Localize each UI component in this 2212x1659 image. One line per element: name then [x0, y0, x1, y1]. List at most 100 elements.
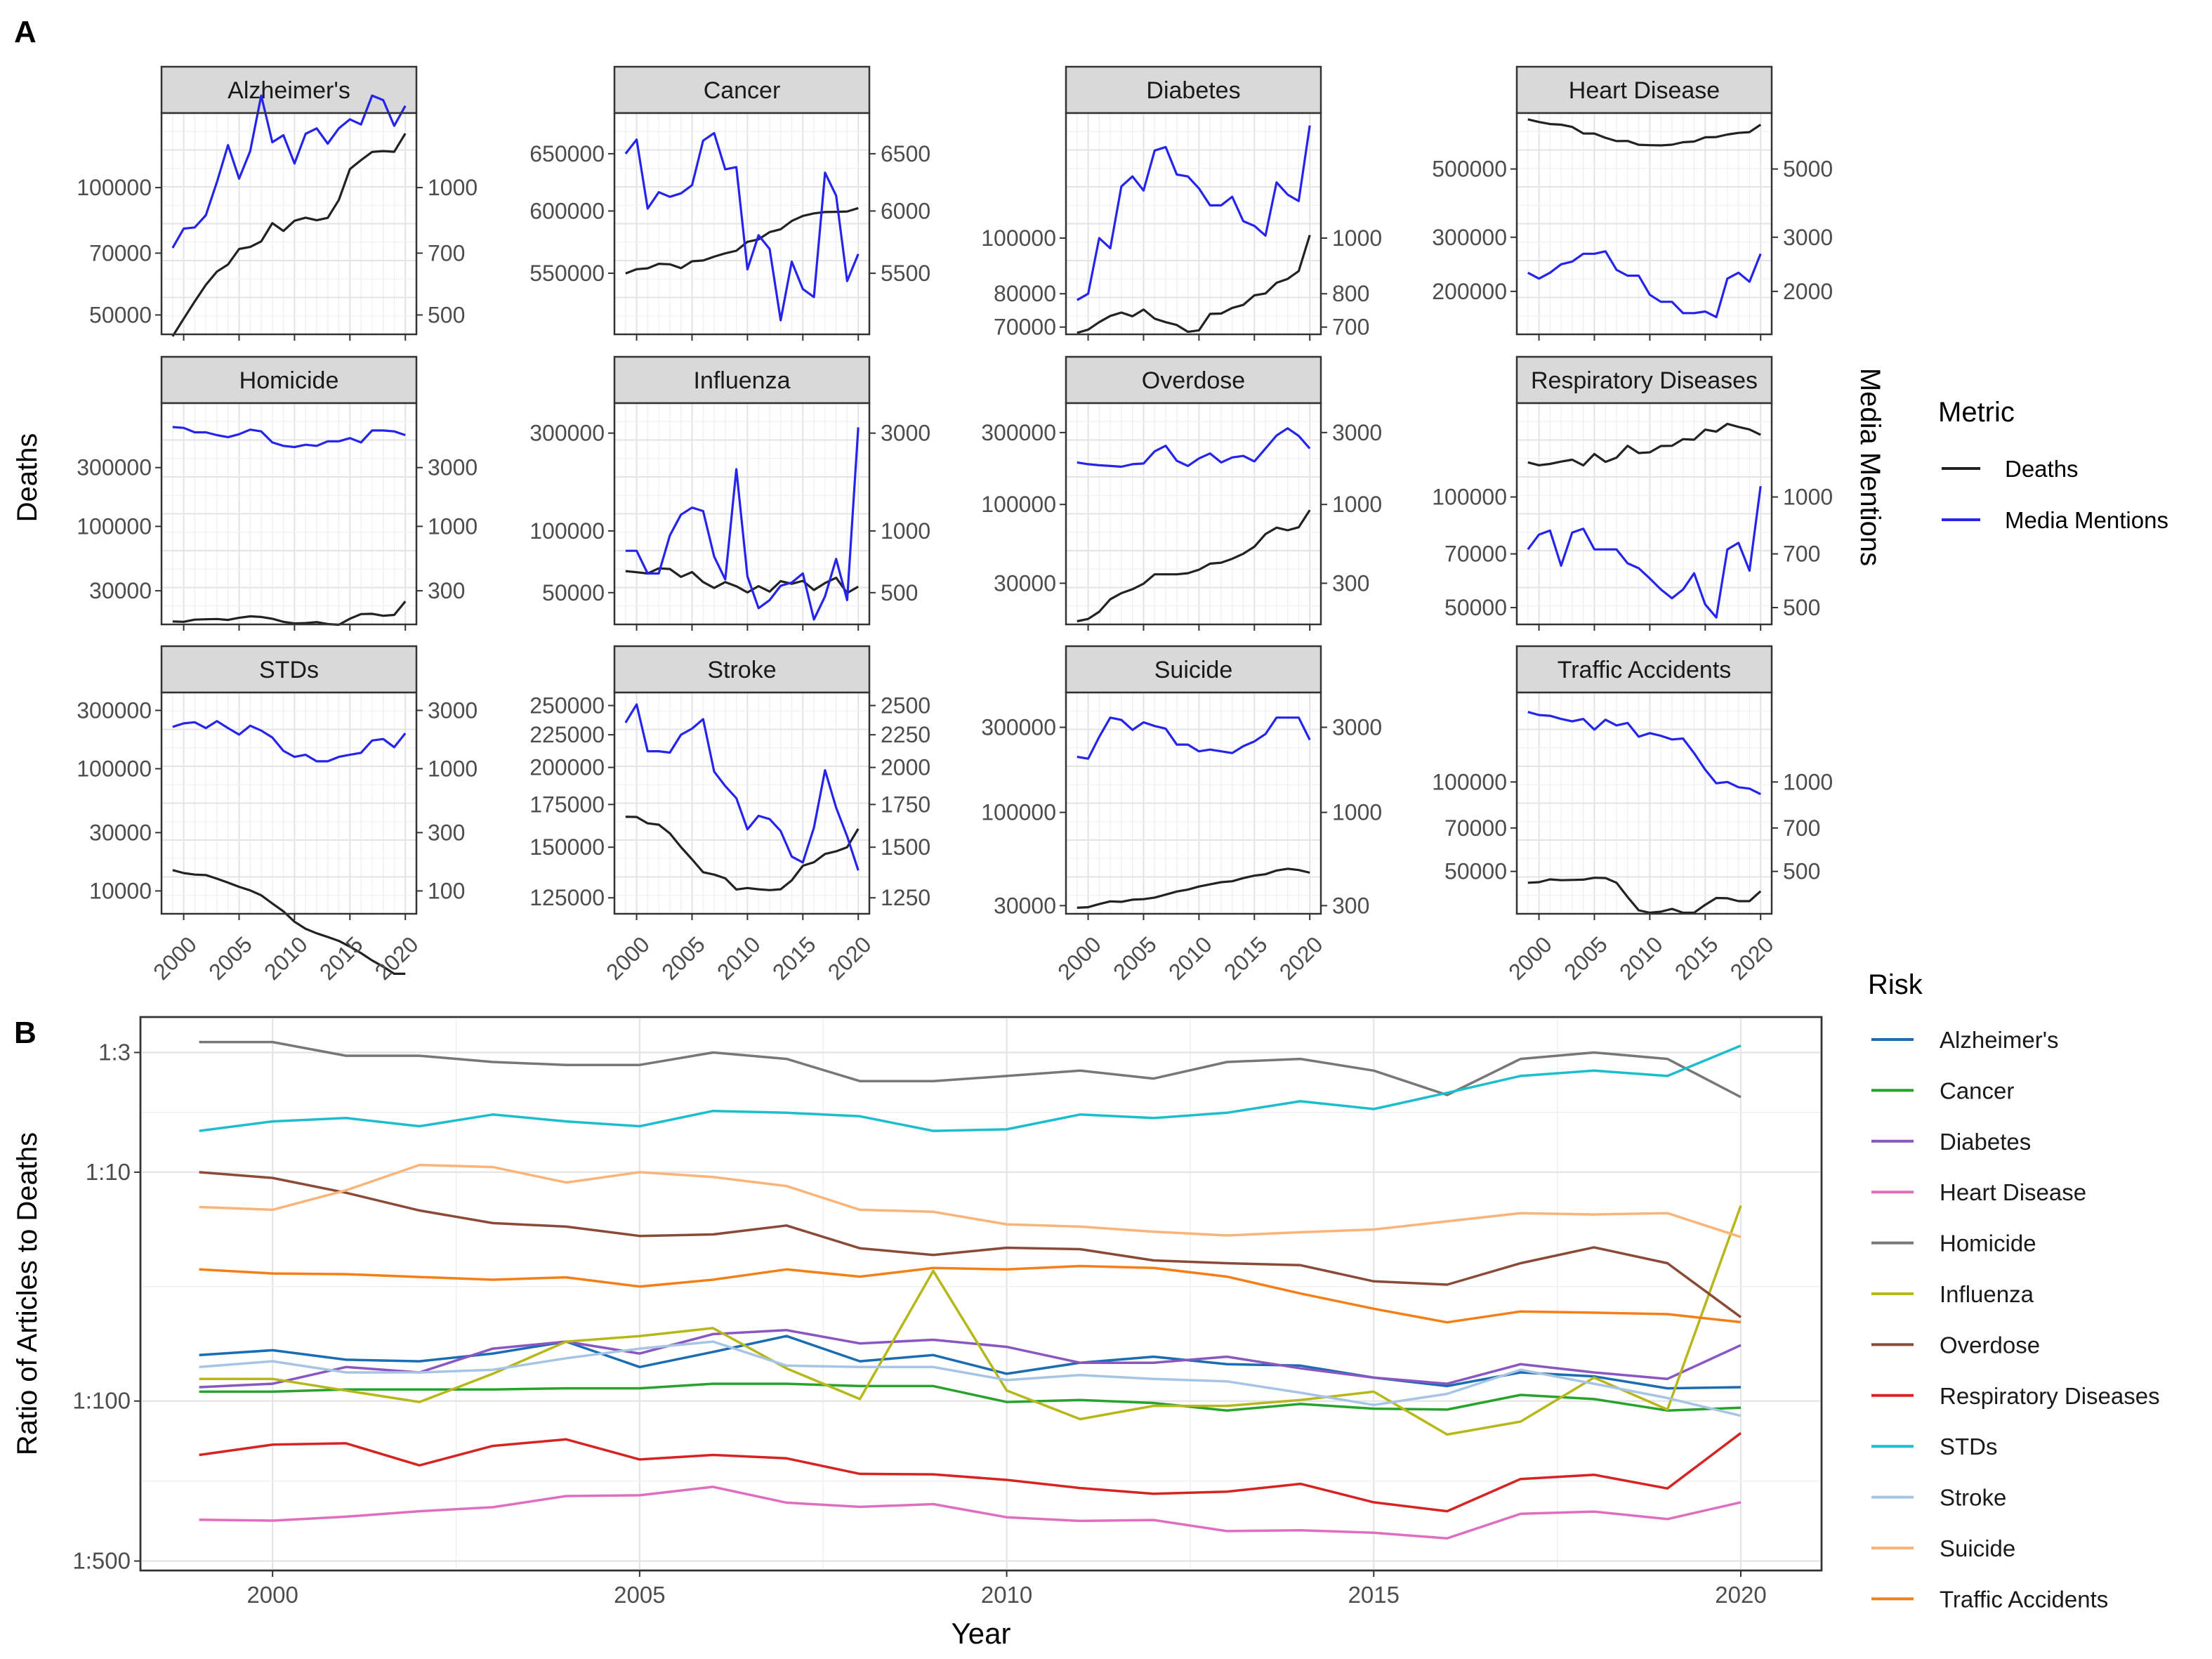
panel-a-y-right-title: Media Mentions	[1855, 368, 1885, 566]
facet-stroke: Stroke 125000 150000 175000 200000 225000 2500…	[529, 645, 930, 985]
left-tick-label: 100000	[77, 175, 152, 200]
series-media-mentions	[1527, 485, 1762, 619]
left-tick-label: 200000	[1432, 279, 1507, 304]
facet-strip	[1065, 645, 1322, 694]
panel-b-legend-title: Risk	[1868, 969, 1923, 1000]
right-tick-label: 100	[428, 878, 465, 903]
x-tick-label: 2005	[614, 1582, 665, 1608]
legend-label: Cancer	[1940, 1077, 2014, 1103]
facet-border	[160, 402, 418, 626]
left-tick-label: 30000	[89, 820, 152, 845]
facet-diabetes: Diabetes 70000 80000 100000 700 800 1000	[981, 65, 1382, 341]
facet-respiratory-diseases: Respiratory Diseases 50000 70000 100000 500 7…	[1432, 355, 1833, 631]
left-tick-label: 50000	[1444, 859, 1507, 884]
left-tick-label: 550000	[529, 261, 605, 286]
series-deaths	[1077, 867, 1310, 909]
facet-alzheimer-s: Alzheimer's 50000 70000 100000 500 700 1000	[77, 65, 478, 341]
right-tick-label: 500	[881, 580, 918, 605]
left-tick-label: 100000	[77, 756, 152, 781]
facet-title: Heart Disease	[1569, 77, 1720, 104]
series-media-mentions	[1077, 427, 1311, 468]
panel-b-x-title: Year	[952, 1617, 1011, 1650]
right-tick-label: 3000	[428, 697, 478, 723]
legend-label: Influenza	[1940, 1281, 2034, 1307]
series-deaths	[1077, 509, 1311, 623]
facet-border	[1515, 691, 1773, 915]
series-overdose	[199, 1171, 1742, 1318]
series-respiratory-diseases	[199, 1431, 1742, 1513]
right-tick-label: 1250	[881, 885, 930, 910]
legend-item-stroke: Stroke	[1871, 1485, 2006, 1511]
legend-label-media-mentions: Media Mentions	[2005, 507, 2168, 533]
legend-label: Suicide	[1940, 1535, 2015, 1561]
panel-a-legend-title: Metric	[1938, 397, 2015, 428]
right-tick-label: 500	[1783, 595, 1820, 620]
series-deaths	[1077, 235, 1311, 334]
panel-b-y-title: Ratio of Articles to Deaths	[12, 1132, 43, 1455]
legend-item-homicide: Homicide	[1871, 1231, 2036, 1257]
right-tick-label: 500	[428, 302, 465, 327]
right-tick-label: 6500	[881, 141, 930, 166]
left-tick-label: 100000	[529, 518, 605, 544]
legend-label: STDs	[1940, 1434, 1998, 1460]
left-tick-label: 100000	[1432, 769, 1507, 794]
facet-strip	[1515, 645, 1773, 694]
left-tick-label: 70000	[89, 240, 152, 265]
series-media-mentions	[625, 427, 860, 621]
legend-label: Overdose	[1940, 1332, 2040, 1358]
facet-grid	[1065, 693, 1322, 914]
left-tick-label: 10000	[89, 878, 152, 903]
right-tick-label: 3000	[428, 455, 478, 480]
facet-border	[1515, 402, 1773, 626]
left-tick-label: 225000	[529, 722, 605, 747]
y-tick-label: 1:100	[72, 1388, 131, 1414]
right-tick-label: 2500	[881, 693, 930, 719]
facet-heart-disease: Heart Disease 200000 300000 500000 2000 3000 5…	[1432, 65, 1833, 341]
left-tick-label: 125000	[529, 885, 605, 910]
right-tick-label: 5500	[881, 261, 930, 286]
legend-item-overdose: Overdose	[1871, 1332, 2040, 1358]
facet-traffic-accidents: Traffic Accidents 50000 70000 100000 500 700 1…	[1432, 645, 1833, 985]
series-deaths	[625, 815, 860, 891]
series-traffic-accidents	[199, 1264, 1742, 1324]
right-tick-label: 3000	[881, 421, 930, 446]
legend-item-influenza: Influenza	[1871, 1281, 2034, 1307]
facet-homicide: Homicide 30000 100000 300000 300 1000 3000	[77, 355, 478, 631]
right-tick-label: 5000	[1783, 157, 1833, 182]
left-tick-label: 300000	[981, 715, 1056, 740]
right-tick-label: 1000	[1783, 485, 1833, 510]
panel-b-plot-area	[139, 1016, 1823, 1572]
left-tick-label: 300000	[981, 420, 1056, 445]
right-tick-label: 700	[428, 240, 465, 265]
right-tick-label: 500	[1783, 859, 1820, 884]
series-deaths	[171, 133, 407, 337]
series-suicide	[199, 1163, 1742, 1238]
x-tick-label: 2010	[981, 1582, 1032, 1608]
facet-title: Cancer	[704, 77, 781, 104]
panel-b-lines	[199, 1040, 1742, 1540]
facet-border	[613, 402, 871, 626]
x-tick-label: 2020	[1715, 1582, 1766, 1608]
facet-title: Suicide	[1154, 657, 1233, 683]
series-stroke	[199, 1340, 1742, 1417]
right-tick-label: 2250	[881, 722, 930, 747]
facet-strip	[1065, 65, 1322, 114]
series-deaths	[1527, 877, 1762, 914]
left-tick-label: 100000	[981, 800, 1056, 825]
right-tick-label: 1000	[1332, 492, 1382, 517]
legend-label: Respiratory Diseases	[1940, 1383, 2160, 1409]
facet-strip	[1065, 355, 1322, 405]
series-media-mentions	[1077, 716, 1311, 760]
series-deaths	[1527, 422, 1761, 467]
left-tick-label: 30000	[994, 570, 1056, 596]
facet-influenza: Influenza 50000 100000 300000 500 1000 3000	[529, 355, 930, 631]
facet-grid	[1065, 113, 1322, 334]
series-deaths	[1527, 118, 1762, 147]
left-tick-label: 650000	[529, 141, 605, 166]
facet-grid	[1065, 403, 1322, 624]
facet-border	[160, 691, 418, 915]
panel-b-axes: 1:3 1:10 1:100 1:500 2000 2005 2010 2015 2020	[72, 1016, 1823, 1608]
left-tick-label: 300000	[529, 421, 605, 446]
facet-title: Traffic Accidents	[1558, 657, 1732, 683]
